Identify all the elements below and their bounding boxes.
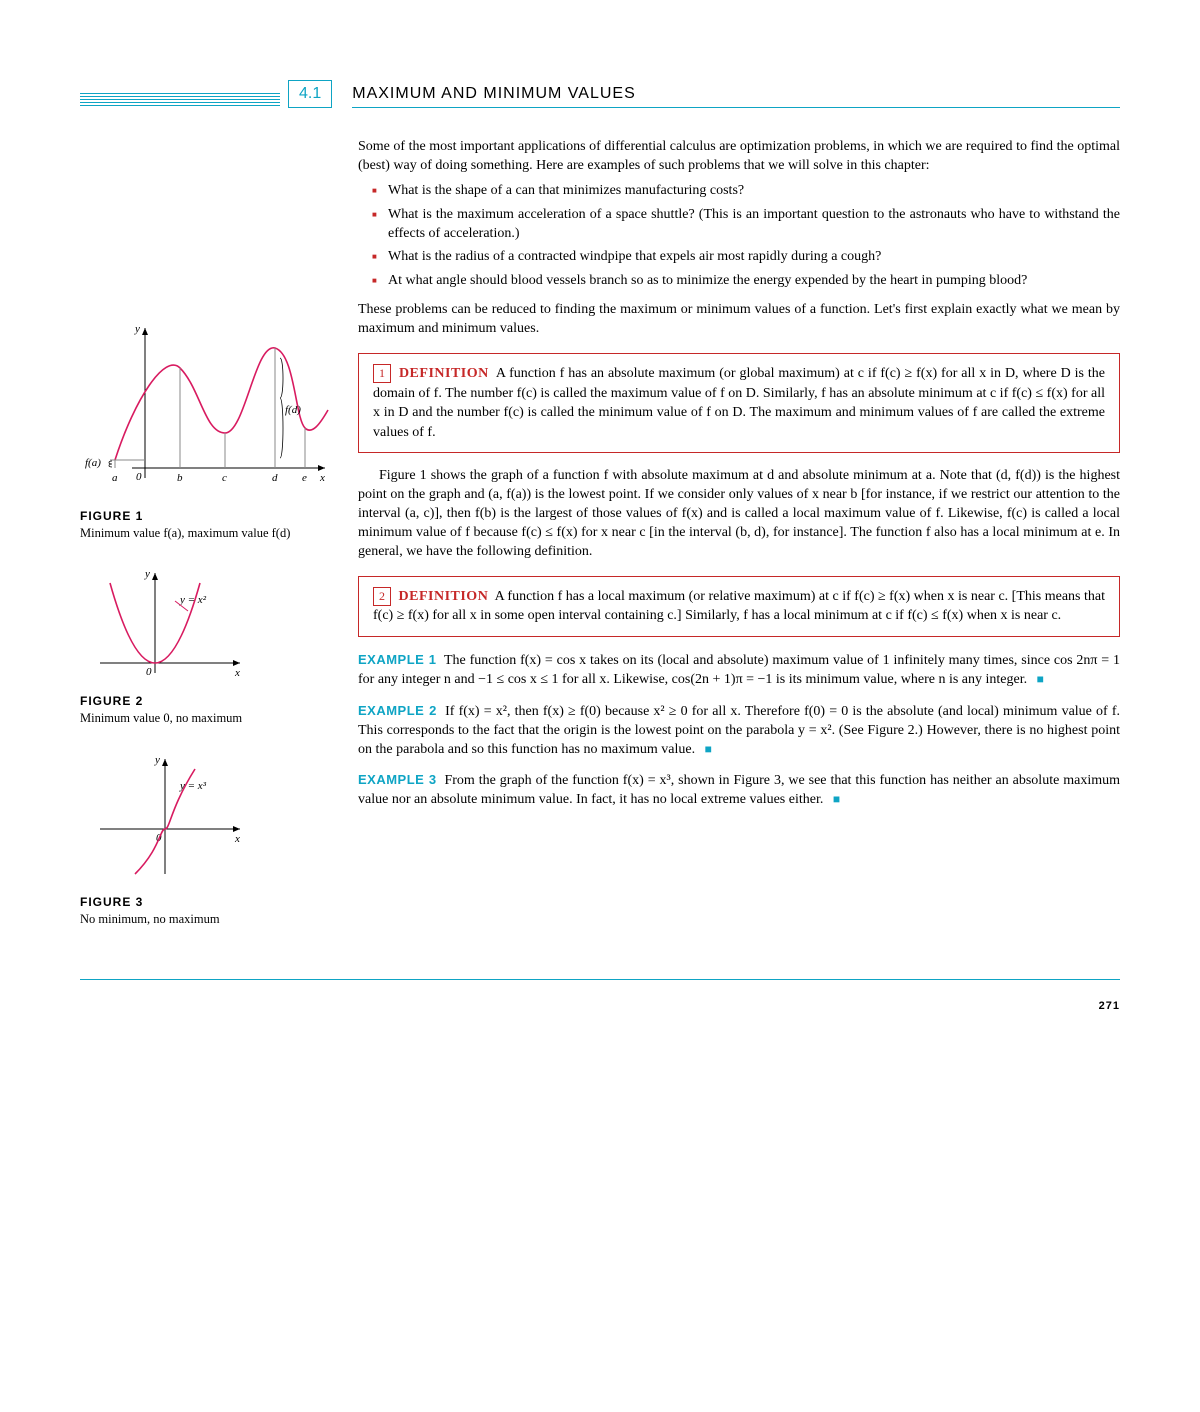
- qed-icon: ■: [833, 792, 840, 806]
- axis-x-label: x: [319, 472, 325, 484]
- ex2-body: If f(x) = x², then f(x) ≥ f(0) because x…: [358, 704, 1120, 757]
- bullet-1: What is the shape of a can that minimize…: [376, 182, 1120, 201]
- section-number: 4.1: [288, 80, 332, 108]
- axis-y-label: y: [134, 323, 140, 335]
- fa-label: f(a): [85, 457, 101, 469]
- definition-2-box: 2 DEFINITION A function f has a local ma…: [358, 576, 1120, 637]
- ex1-label: EXAMPLE 1: [358, 652, 437, 667]
- figure-1-title: FIGURE 1: [80, 509, 330, 523]
- xtick-c: c: [222, 472, 227, 484]
- fig2-eq: y = x²: [179, 594, 207, 606]
- xtick-e: e: [302, 472, 307, 484]
- figure-2-title: FIGURE 2: [80, 694, 330, 708]
- bullet-2: What is the maximum acceleration of a sp…: [376, 206, 1120, 244]
- figure-2-caption: Minimum value 0, no maximum: [80, 710, 330, 726]
- bullet-4: At what angle should blood vessels branc…: [376, 272, 1120, 291]
- qed-icon: ■: [705, 742, 712, 756]
- svg-text:y: y: [154, 754, 160, 766]
- intro-bullets: What is the shape of a can that minimize…: [358, 182, 1120, 291]
- intro-p1: Some of the most important applications …: [358, 138, 1120, 176]
- xtick-b: b: [177, 472, 183, 484]
- xtick-d: d: [272, 472, 278, 484]
- fig3-eq: y = x³: [179, 780, 207, 792]
- ex2-label: EXAMPLE 2: [358, 703, 437, 718]
- intro-p2: These problems can be reduced to finding…: [358, 301, 1120, 339]
- ex3-label: EXAMPLE 3: [358, 772, 437, 787]
- section-title: MAXIMUM AND MINIMUM VALUES: [352, 85, 1120, 108]
- origin-label: 0: [136, 471, 142, 483]
- header-rules: [80, 93, 280, 108]
- bottom-rule: [80, 979, 1120, 980]
- qed-icon: ■: [1037, 672, 1044, 686]
- definition-1-box: 1 DEFINITION A function f has an absolut…: [358, 353, 1120, 453]
- svg-text:x: x: [234, 667, 240, 679]
- main-column: Some of the most important applications …: [358, 138, 1120, 949]
- ex1-body: The function f(x) = cos x takes on its (…: [358, 653, 1120, 687]
- xtick-a: a: [112, 472, 118, 484]
- example-2: EXAMPLE 2 If f(x) = x², then f(x) ≥ f(0)…: [358, 702, 1120, 760]
- figure-2-graph: y x 0 y = x²: [80, 563, 250, 683]
- svg-text:0: 0: [146, 666, 152, 678]
- example-1: EXAMPLE 1 The function f(x) = cos x take…: [358, 651, 1120, 690]
- def2-label: DEFINITION: [399, 589, 489, 604]
- figure-3-title: FIGURE 3: [80, 895, 330, 909]
- side-column: y x 0 f(d) f(a): [80, 138, 330, 949]
- figure-1-graph: y x 0 f(d) f(a): [80, 318, 330, 498]
- ex3-body: From the graph of the function f(x) = x³…: [358, 773, 1120, 807]
- figure-3-caption: No minimum, no maximum: [80, 911, 330, 927]
- example-3: EXAMPLE 3 From the graph of the function…: [358, 771, 1120, 810]
- def2-num: 2: [373, 587, 391, 606]
- fd-label: f(d): [285, 404, 301, 416]
- svg-text:x: x: [234, 833, 240, 845]
- svg-text:y: y: [144, 568, 150, 580]
- figure-3-graph: y x 0 y = x³: [80, 749, 250, 884]
- def1-num: 1: [373, 364, 391, 383]
- para-after-def1: Figure 1 shows the graph of a function f…: [358, 467, 1120, 561]
- bullet-3: What is the radius of a contracted windp…: [376, 248, 1120, 267]
- section-header: 4.1 MAXIMUM AND MINIMUM VALUES: [80, 80, 1120, 108]
- def1-label: DEFINITION: [399, 366, 489, 381]
- page-number: 271: [80, 1000, 1120, 1012]
- figure-1-caption: Minimum value f(a), maximum value f(d): [80, 525, 330, 541]
